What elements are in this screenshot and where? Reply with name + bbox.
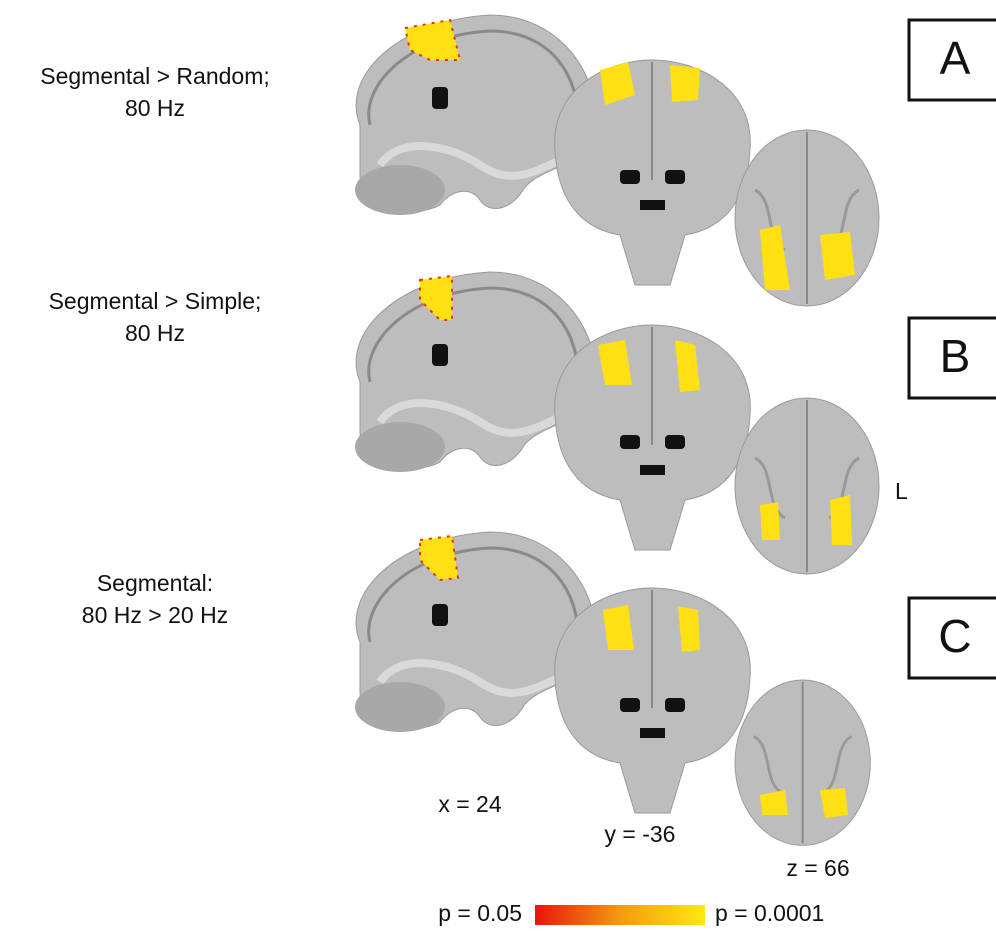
row-label: Segmental > Random;: [40, 63, 270, 89]
side-label: L: [895, 478, 908, 504]
page: {"rows": [ {"lines": ["Segmental > Rando…: [0, 0, 996, 941]
panel-letter: B: [940, 330, 971, 382]
row-a-images: [355, 15, 879, 306]
row-label: Segmental:: [97, 570, 213, 596]
coordinate-label: z = 66: [786, 855, 849, 881]
panel-letter: C: [938, 610, 971, 662]
row-label: 80 Hz: [125, 320, 185, 346]
colorbar: [535, 905, 705, 925]
figure: Segmental > Random; 80 Hz Segmental > Si…: [0, 0, 996, 941]
colorbar-high-label: p = 0.0001: [715, 900, 824, 926]
row-label: 80 Hz > 20 Hz: [82, 602, 228, 628]
colorbar-low-label: p = 0.05: [438, 900, 522, 926]
row-label: 80 Hz: [125, 95, 185, 121]
panel-letter: A: [940, 32, 971, 84]
row-c-images: [355, 532, 870, 845]
row-b-images: [355, 272, 879, 574]
coordinate-label: y = -36: [605, 821, 676, 847]
row-label: Segmental > Simple;: [49, 288, 262, 314]
coordinate-label: x = 24: [438, 791, 502, 817]
